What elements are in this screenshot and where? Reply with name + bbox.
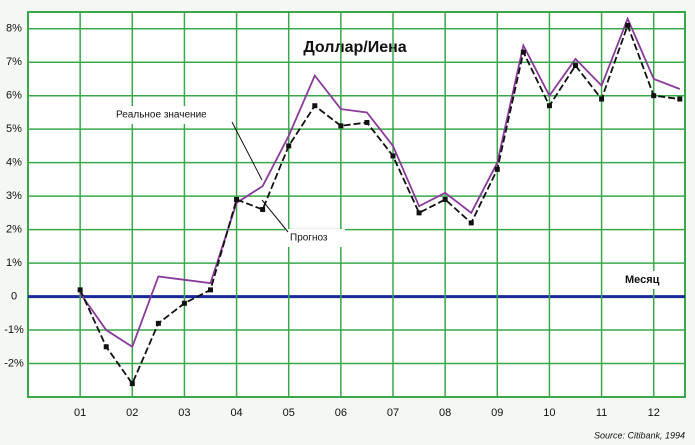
label-background — [618, 271, 666, 289]
point — [546, 103, 552, 109]
x-tick-label: 12 — [648, 407, 660, 419]
point — [260, 207, 266, 213]
label-background — [112, 106, 234, 124]
y-tick-label: 8% — [6, 23, 22, 35]
point — [416, 210, 422, 216]
point — [338, 123, 344, 129]
y-tick-label: 1% — [6, 257, 22, 269]
annotation: Реальное значение — [116, 110, 207, 121]
y-tick-label: 0 — [11, 290, 17, 302]
point — [651, 93, 657, 99]
point — [208, 287, 213, 293]
x-tick-label: 04 — [230, 407, 242, 419]
y-tick-label: 6% — [6, 90, 22, 102]
x-tick-label: 07 — [387, 407, 399, 419]
point — [442, 196, 448, 202]
y-tick-label: 5% — [6, 123, 22, 135]
point — [286, 143, 292, 149]
point — [390, 153, 396, 159]
annotation-pointer — [231, 121, 263, 181]
x-tick-label: 08 — [439, 407, 451, 419]
x-tick-label: 10 — [543, 407, 555, 419]
series-line — [79, 22, 680, 386]
point — [520, 49, 526, 55]
point — [494, 166, 500, 172]
point — [364, 119, 370, 125]
x-tick-label: 03 — [178, 407, 190, 419]
x-tick-label: 06 — [335, 407, 347, 419]
point — [234, 196, 240, 202]
point — [129, 381, 135, 387]
x-tick-label: 09 — [491, 407, 503, 419]
x-tick-label: 11 — [596, 407, 607, 419]
y-tick-label: 3% — [6, 190, 22, 202]
label-background — [285, 229, 345, 247]
point — [312, 103, 318, 109]
annotation-pointer — [261, 199, 289, 233]
point — [181, 300, 187, 306]
point — [625, 22, 631, 28]
y-tick-label: -1% — [4, 324, 24, 336]
x-tick-label: 01 — [74, 407, 86, 419]
chart-title: Доллар/Иена — [303, 39, 406, 56]
y-tick-label: 4% — [6, 157, 22, 169]
y-tick-label: -2% — [4, 357, 24, 369]
annotation: Месяц — [625, 274, 660, 286]
x-tick-label: 02 — [126, 407, 138, 419]
point — [599, 96, 605, 102]
x-tick-label: 05 — [283, 407, 295, 419]
y-tick-label: 2% — [6, 224, 22, 236]
point — [155, 320, 161, 326]
point — [77, 287, 83, 293]
series-line — [79, 16, 681, 349]
point — [103, 344, 109, 350]
annotation: Прогноз — [290, 233, 328, 244]
source: Source: Citibank, 1994 — [594, 430, 685, 440]
point — [677, 96, 683, 102]
point — [573, 63, 578, 69]
y-tick-label: 7% — [6, 56, 22, 68]
point — [468, 220, 474, 226]
